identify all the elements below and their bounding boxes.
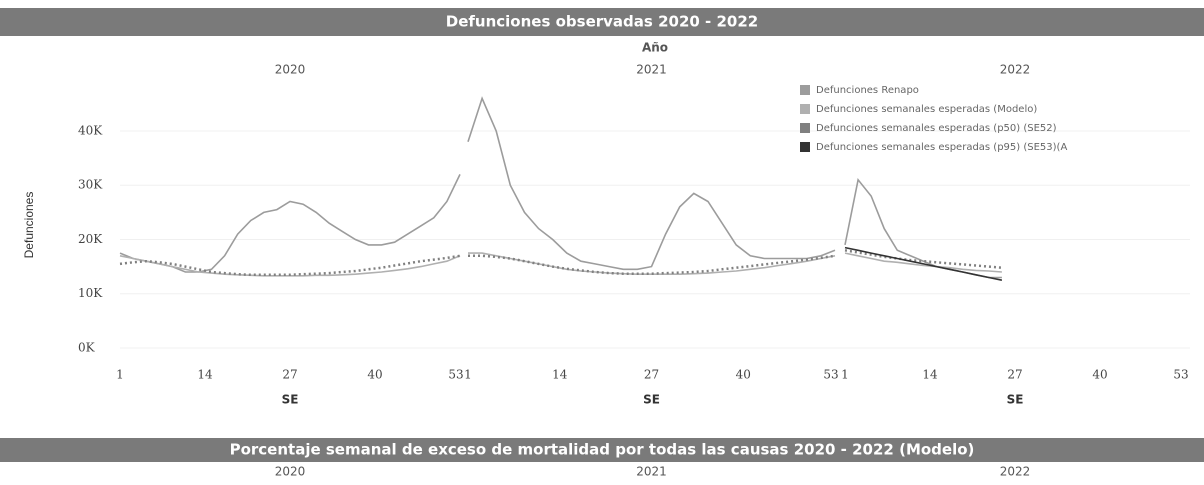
series-line xyxy=(467,96,836,271)
panel-axis-title: Año xyxy=(642,41,668,55)
x-axis-label: SE xyxy=(282,393,299,407)
x-tick-label: 14 xyxy=(922,368,938,382)
series-line xyxy=(844,177,1002,279)
legend-label: Defunciones Renapo xyxy=(816,85,919,96)
y-axis-label: Defunciones xyxy=(22,192,36,259)
x-axis-label: SE xyxy=(1007,393,1024,407)
x-tick-label: 40 xyxy=(367,368,382,382)
x-tick-label: 14 xyxy=(197,368,213,382)
chart-title: Porcentaje semanal de exceso de mortalid… xyxy=(230,441,975,459)
x-tick-label: 53 xyxy=(823,368,838,382)
x-tick-label: 53 xyxy=(448,368,463,382)
x-tick-label: 40 xyxy=(736,368,751,382)
panel-label: 2021 xyxy=(636,465,667,479)
legend-swatch xyxy=(800,104,810,114)
x-tick-label: 27 xyxy=(282,368,297,382)
y-tick-label: 0K xyxy=(78,341,96,355)
title-bar xyxy=(0,8,1204,36)
x-tick-label: 27 xyxy=(1007,368,1022,382)
panel-label: 2022 xyxy=(1000,63,1031,77)
panel-label: 2020 xyxy=(275,465,306,479)
panel-label: 2022 xyxy=(1000,465,1031,479)
x-tick-label: 1 xyxy=(464,368,472,382)
legend-label: Defunciones semanales esperadas (p95) (S… xyxy=(816,142,1067,153)
legend-label: Defunciones semanales esperadas (Modelo) xyxy=(816,104,1037,115)
series-line xyxy=(119,255,461,277)
series-line xyxy=(844,249,1003,269)
series-line xyxy=(844,252,1002,273)
series-line xyxy=(844,246,1003,281)
legend-swatch xyxy=(800,142,810,152)
x-tick-label: 53 xyxy=(1173,368,1188,382)
series-line xyxy=(468,254,836,275)
y-tick-label: 20K xyxy=(78,232,103,246)
legend-label: Defunciones semanales esperadas (p50) (S… xyxy=(816,123,1057,134)
series-line xyxy=(119,254,461,277)
x-tick-label: 27 xyxy=(644,368,659,382)
x-tick-label: 14 xyxy=(552,368,568,382)
y-tick-label: 40K xyxy=(78,123,103,137)
series-line xyxy=(119,174,461,273)
legend-swatch xyxy=(800,123,810,133)
x-tick-label: 1 xyxy=(116,368,124,382)
x-tick-label: 1 xyxy=(841,368,849,382)
x-axis-label: SE xyxy=(643,393,660,407)
panel-label: 2020 xyxy=(275,63,306,77)
series-line xyxy=(468,252,836,275)
x-tick-label: 40 xyxy=(1092,368,1107,382)
panel-label: 2021 xyxy=(636,63,667,77)
chart-title: Defunciones observadas 2020 - 2022 xyxy=(446,13,758,31)
title-bar xyxy=(0,438,1204,462)
y-tick-label: 10K xyxy=(78,286,103,300)
legend-swatch xyxy=(800,85,810,95)
y-tick-label: 30K xyxy=(78,178,103,192)
